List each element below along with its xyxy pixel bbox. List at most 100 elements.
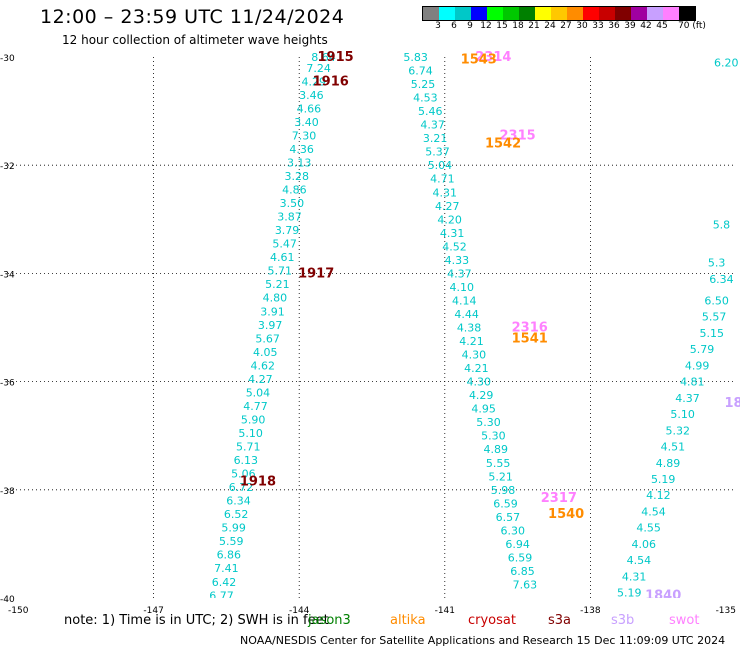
- colorbar-label: 6: [451, 21, 457, 31]
- wave-height-label: 5.10: [238, 427, 263, 440]
- wave-height-label: 5.8: [713, 219, 731, 232]
- wave-height-label: 4.21: [459, 335, 484, 348]
- wave-height-label: 4.31: [440, 227, 465, 240]
- colorbar-cell: [599, 7, 615, 20]
- wave-height-label: 6.52: [224, 508, 249, 521]
- colorbar: [422, 6, 696, 21]
- colorbar-cell: [487, 7, 503, 20]
- colorbar-label: 30: [576, 21, 588, 31]
- page-title: 12:00 – 23:59 UTC 11/24/2024: [40, 6, 345, 28]
- wave-height-label: 4.44: [454, 308, 479, 321]
- wave-height-label: 4.80: [263, 292, 288, 305]
- wave-height-label: 6.34: [226, 495, 251, 508]
- colorbar-cell: [647, 7, 663, 20]
- colorbar-cell: [583, 7, 599, 20]
- wave-height-label: 6.94: [505, 538, 530, 551]
- x-tick-label: -138: [580, 606, 601, 616]
- colorbar-label: 3: [435, 21, 441, 31]
- colorbar-cell: [471, 7, 487, 20]
- colorbar-cell: [535, 7, 551, 20]
- wave-height-label: 7.30: [292, 129, 317, 142]
- x-tick-label: -147: [143, 606, 163, 616]
- pass-time-label: 1840: [645, 588, 681, 603]
- wave-height-label: 4.33: [445, 254, 470, 267]
- pass-time-label: 2314: [475, 50, 511, 65]
- wave-height-label: 5.19: [651, 473, 676, 486]
- wave-height-label: 3.28: [285, 170, 310, 183]
- wave-height-label: 3.79: [275, 224, 300, 237]
- pass-time-label: 1917: [298, 266, 334, 281]
- wave-height-label: 5.21: [265, 278, 290, 291]
- wave-height-label: 4.20: [437, 213, 462, 226]
- wave-height-label: 5.25: [411, 78, 436, 91]
- wave-height-label: 4.89: [656, 457, 681, 470]
- colorbar-label: 24: [544, 21, 556, 31]
- colorbar-cell: [503, 7, 519, 20]
- footer-credit: NOAA/NESDIS Center for Satellite Applica…: [240, 634, 726, 647]
- pass-time-label: 1918: [240, 475, 276, 490]
- wave-height-label: 4.77: [243, 400, 268, 413]
- wave-height-label: 4.66: [297, 102, 322, 115]
- wave-height-label: 3.91: [260, 305, 285, 318]
- wave-height-label: 6.72: [229, 481, 254, 494]
- wave-height-label: 6.42: [212, 576, 237, 589]
- wave-height-label: 5.59: [219, 535, 244, 548]
- wave-height-label: 5.19: [617, 587, 642, 600]
- wave-height-label: 5.90: [241, 413, 266, 426]
- wave-height-label: 4.99: [685, 359, 710, 372]
- colorbar-cell: [423, 7, 439, 20]
- wave-height-label: 3.87: [277, 211, 302, 224]
- wave-height-label: 4.95: [471, 403, 496, 416]
- y-tick-label: -36: [0, 379, 15, 389]
- wave-height-label: 5.46: [418, 105, 443, 118]
- wave-height-label: 5.32: [666, 424, 691, 437]
- legend-item-s3a: s3a: [548, 613, 572, 628]
- wave-height-label: 5.57: [702, 311, 727, 324]
- colorbar-label: 27: [560, 21, 572, 31]
- pass-time-label: 1540: [548, 507, 584, 522]
- pass-time-label: 18: [725, 396, 740, 411]
- pass-time-label: 1543: [461, 53, 497, 68]
- wave-height-label: 4.27: [248, 373, 273, 386]
- wave-height-label: 8.64: [311, 51, 336, 64]
- colorbar-label: 12: [480, 21, 492, 31]
- colorbar-label: 42: [640, 21, 652, 31]
- wave-height-label: 7.63: [513, 578, 538, 591]
- note-text: note: 1) Time is in UTC; 2) SWH is in fe…: [64, 613, 329, 628]
- legend-item-s3b: s3b: [611, 613, 635, 628]
- colorbar-cell: [631, 7, 647, 20]
- colorbar-cell: [663, 7, 679, 20]
- wave-height-label: 4.05: [253, 346, 278, 359]
- wave-height-label: 4.86: [282, 184, 307, 197]
- wave-height-label: 5.67: [255, 332, 280, 345]
- wave-height-label: 5.30: [481, 430, 506, 443]
- y-tick-label: -34: [0, 270, 15, 280]
- page-subtitle: 12 hour collection of altimeter wave hei…: [62, 33, 328, 47]
- colorbar-label: 45: [656, 21, 668, 31]
- wave-height-label: 3.50: [280, 197, 305, 210]
- wave-height-label: 4.54: [627, 554, 652, 567]
- wave-height-label: 6.57: [496, 511, 521, 524]
- legend-item-swot: swot: [669, 613, 700, 628]
- wave-height-label: 7.41: [214, 562, 239, 575]
- wave-height-label: 5.71: [268, 265, 293, 278]
- colorbar-cell: [519, 7, 535, 20]
- y-tick-label: -32: [0, 162, 15, 172]
- wave-height-label: 4.62: [251, 359, 276, 372]
- wave-height-label: 6.59: [508, 551, 533, 564]
- wave-height-label: 5.21: [488, 470, 513, 483]
- colorbar-cell: [455, 7, 471, 20]
- wave-height-label: 6.86: [217, 549, 242, 562]
- wave-height-label: 5.04: [428, 159, 453, 172]
- wave-height-label: 7.24: [306, 62, 331, 75]
- wave-height-label: 4.38: [457, 322, 482, 335]
- wave-height-label: 5.10: [670, 408, 695, 421]
- colorbar-label: 15: [496, 21, 508, 31]
- wave-height-label: 4.61: [270, 251, 295, 264]
- wave-height-label: 4.51: [661, 441, 686, 454]
- wave-height-label: 6.59: [493, 497, 518, 510]
- wave-height-label: 4.30: [462, 349, 487, 362]
- wave-height-label: 4.37: [675, 392, 700, 405]
- wave-height-label: 5.3: [708, 257, 726, 270]
